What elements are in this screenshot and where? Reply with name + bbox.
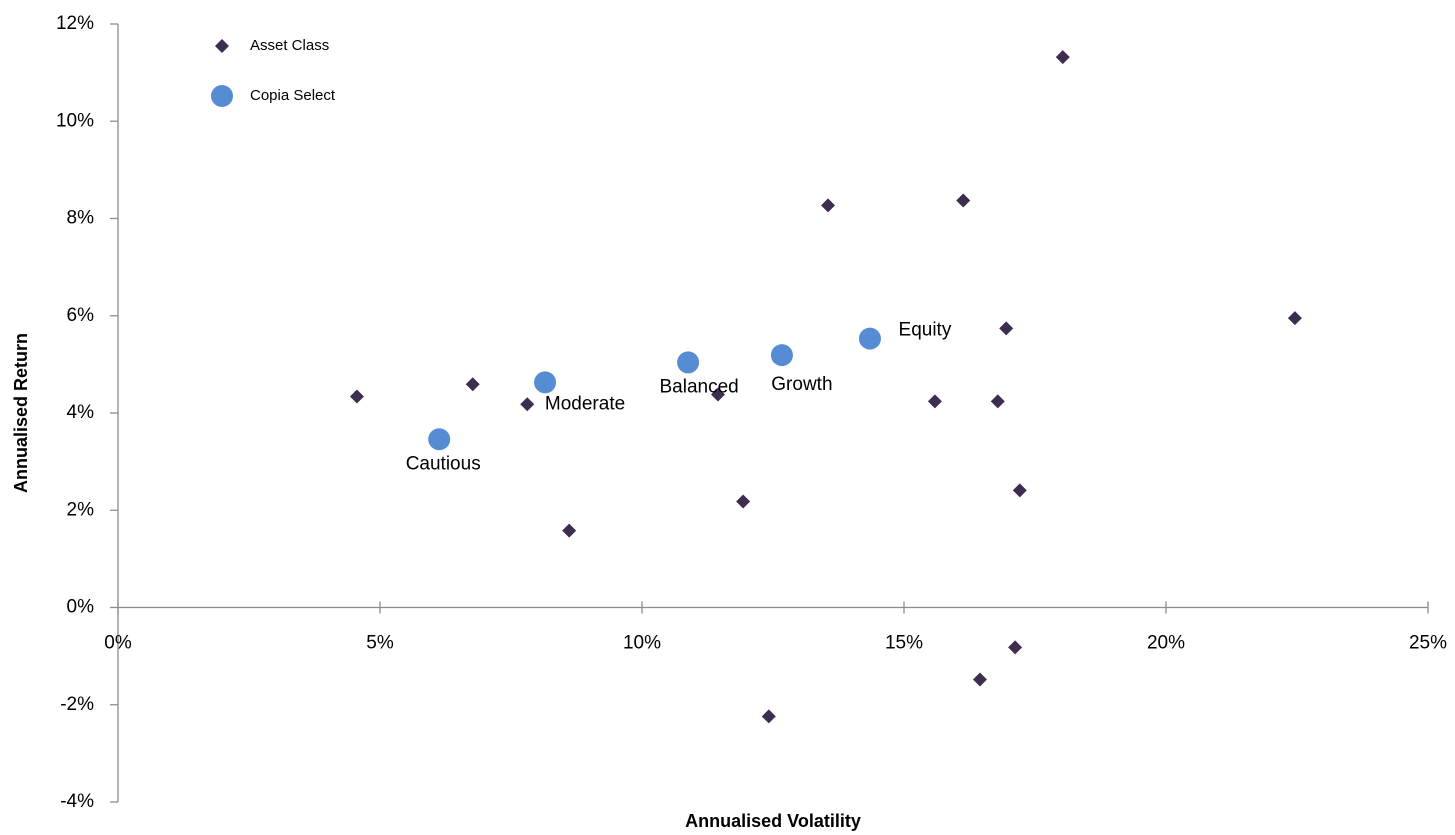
data-point [1008,640,1023,655]
y-axis-title: Annualised Return [11,333,31,493]
y-tick-label: 10% [56,110,94,131]
x-tick-label: 5% [366,633,394,654]
data-point [520,397,535,412]
data-point [927,394,942,409]
legend-label: Asset Class [250,37,329,54]
data-point [1012,483,1027,498]
data-point [1287,311,1302,326]
data-point [761,709,776,724]
y-tick-label: -2% [60,694,94,715]
y-tick-label: -4% [60,791,94,812]
x-tick-label: 25% [1409,633,1447,654]
y-tick-label: 0% [67,597,95,618]
x-axis-title: Annualised Volatility [685,811,861,831]
x-tick-label: 20% [1147,633,1185,654]
data-point [999,321,1014,336]
y-tick-label: 2% [67,499,95,520]
data-point [534,371,557,394]
legend-label: Copia Select [250,87,336,104]
data-point [428,428,451,451]
data-point [990,394,1005,409]
data-point [956,193,971,208]
data-point [465,377,480,392]
point-label: Balanced [659,376,738,397]
y-tick-label: 8% [67,208,95,229]
data-point [677,351,700,374]
legend-marker [215,39,229,53]
data-point [736,494,751,509]
data-point [770,344,793,367]
point-label: Cautious [406,453,481,474]
point-label: Moderate [545,393,625,414]
data-point [1055,50,1070,65]
x-tick-label: 15% [885,633,923,654]
legend-marker [211,85,233,107]
data-point [349,389,364,404]
data-point [562,523,577,538]
y-tick-label: 6% [67,305,95,326]
data-point [710,387,725,402]
y-tick-label: 12% [56,13,94,34]
x-tick-label: 0% [104,633,132,654]
data-point [858,327,881,350]
data-point [972,672,987,687]
y-tick-label: 4% [67,402,95,423]
data-point [821,198,836,213]
point-label: Growth [771,374,832,395]
x-tick-label: 10% [623,633,661,654]
point-label: Equity [899,320,952,341]
